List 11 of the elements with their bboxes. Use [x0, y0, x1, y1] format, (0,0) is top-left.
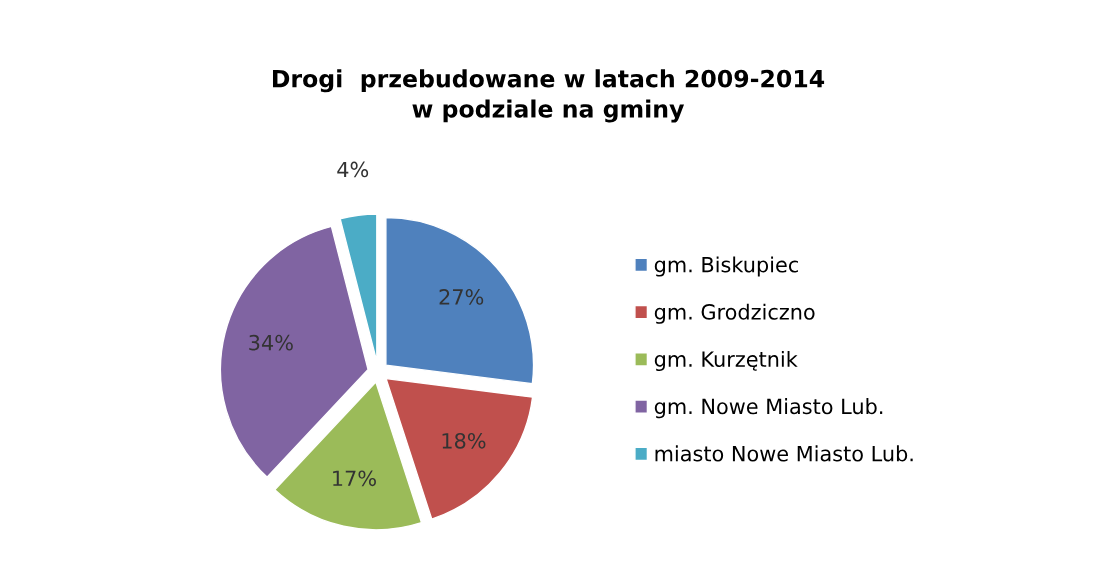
data-label: 17%: [333, 470, 376, 487]
legend-label: gm. Kurzętnik: [654, 350, 798, 372]
chart-title: Drogi przebudowane w latach 2009-2014 w podziale na gminy: [272, 69, 825, 123]
data-label: 18%: [442, 432, 486, 449]
data-label: 27%: [439, 289, 484, 305]
legend-label: gm. Nowe Miasto Lub.: [654, 398, 883, 419]
legend-label: gm. Biskupiec: [654, 256, 798, 277]
legend-label: miasto Nowe Miasto Lub.: [655, 445, 913, 462]
legend-label: gm. Grodziczno: [654, 303, 815, 324]
data-label: 4%: [337, 161, 369, 178]
data-label: 34%: [249, 334, 293, 351]
